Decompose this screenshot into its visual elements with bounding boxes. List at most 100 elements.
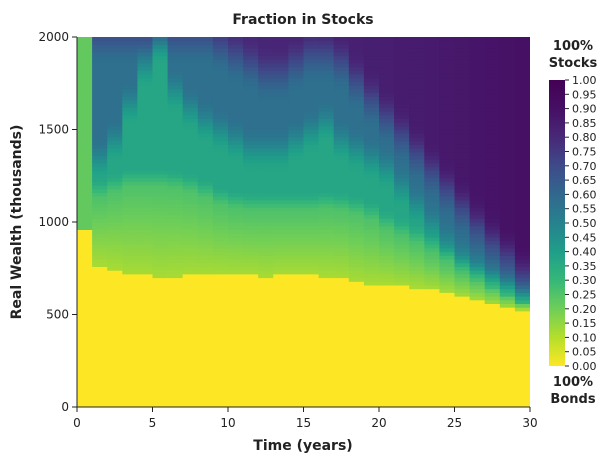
heatmap-cell (409, 233, 425, 238)
heatmap-cell (318, 85, 335, 90)
heatmap-cell (379, 288, 395, 293)
heatmap-cell (394, 92, 410, 97)
heatmap-cell (92, 336, 108, 341)
heatmap-cell (484, 144, 501, 149)
heatmap-cell (152, 74, 169, 79)
heatmap-cell (484, 185, 501, 190)
heatmap-cell (379, 373, 395, 378)
heatmap-cell (288, 155, 305, 160)
heatmap-cell (243, 336, 259, 341)
heatmap-cell (514, 159, 530, 164)
heatmap-cell (182, 251, 199, 256)
heatmap-cell (409, 77, 425, 82)
heatmap-cell (212, 288, 229, 293)
heatmap-cell (514, 218, 530, 223)
heatmap-cell (152, 388, 169, 393)
heatmap-cell (197, 247, 214, 253)
heatmap-cell (499, 185, 516, 190)
heatmap-cell (212, 199, 229, 205)
heatmap-cell (514, 170, 530, 175)
heatmap-cell (348, 358, 365, 364)
heatmap-cell (514, 66, 530, 71)
heatmap-cell (394, 259, 410, 264)
heatmap-cell (273, 114, 289, 119)
heatmap-cell (363, 40, 380, 45)
heatmap-cell (228, 196, 244, 201)
heatmap-cell (318, 37, 335, 42)
heatmap-cell (288, 336, 305, 341)
heatmap-cell (212, 336, 229, 341)
heatmap-cell (288, 37, 305, 42)
heatmap-cell (152, 40, 169, 45)
heatmap-cell (439, 81, 456, 86)
heatmap-cell (77, 244, 93, 249)
heatmap-cell (288, 162, 305, 168)
heatmap-cell (409, 277, 425, 282)
heatmap-cell (77, 107, 93, 112)
heatmap-cell (469, 181, 486, 186)
heatmap-cell (333, 155, 350, 160)
heatmap-cell (363, 240, 380, 245)
heatmap-cell (379, 59, 395, 64)
heatmap-cell (228, 347, 244, 353)
heatmap-cell (394, 55, 410, 60)
heatmap-cell (212, 210, 229, 216)
heatmap-cell (137, 225, 154, 230)
heatmap-cell (228, 321, 244, 327)
heatmap-cell (182, 259, 199, 264)
heatmap-cell (197, 44, 214, 49)
heatmap-cell (107, 373, 123, 378)
heatmap-cell (182, 214, 199, 219)
heatmap-cell (137, 244, 154, 249)
heatmap-cell (333, 362, 350, 367)
heatmap-cell (439, 384, 456, 390)
heatmap-cell (333, 236, 350, 242)
heatmap-cell (394, 114, 410, 119)
heatmap-cell (258, 74, 274, 79)
heatmap-cell (77, 355, 93, 360)
heatmap-cell (273, 159, 289, 164)
heatmap-cell (197, 40, 214, 45)
heatmap-cell (258, 177, 274, 182)
heatmap-cell (258, 70, 274, 75)
heatmap-cell (514, 148, 530, 153)
colorbar-tick-label: 0.85 (572, 117, 597, 130)
heatmap-cell (454, 70, 471, 75)
heatmap-cell (167, 266, 184, 271)
heatmap-cell (348, 299, 365, 304)
heatmap-cell (243, 151, 259, 156)
heatmap-cell (469, 266, 486, 271)
heatmap-cell (137, 384, 154, 390)
heatmap-cell (469, 199, 486, 205)
heatmap-cell (152, 321, 169, 327)
heatmap-cell (318, 310, 335, 316)
heatmap-cell (348, 140, 365, 145)
heatmap-cell (137, 366, 154, 371)
heatmap-cell (454, 214, 471, 219)
heatmap-cell (348, 81, 365, 86)
heatmap-cell (424, 44, 440, 49)
heatmap-cell (379, 236, 395, 242)
heatmap-cell (484, 366, 501, 371)
heatmap-cell (499, 222, 516, 227)
heatmap-cell (137, 333, 154, 338)
heatmap-cell (122, 262, 138, 267)
heatmap-cell (439, 362, 456, 367)
heatmap-cell (137, 59, 154, 64)
heatmap-cell (228, 111, 244, 116)
heatmap-cell (107, 92, 123, 97)
heatmap-cell (484, 284, 501, 290)
heatmap-cell (333, 329, 350, 334)
heatmap-cell (514, 51, 530, 57)
heatmap-cell (394, 277, 410, 282)
heatmap-cell (499, 321, 516, 327)
heatmap-cell (318, 347, 335, 353)
heatmap-cell (77, 81, 93, 86)
heatmap-cell (167, 170, 184, 175)
heatmap-cell (258, 225, 274, 230)
heatmap-cell (167, 118, 184, 123)
heatmap-cell (212, 196, 229, 201)
heatmap-cell (379, 162, 395, 168)
heatmap-cell (273, 111, 289, 116)
heatmap-cell (182, 133, 199, 138)
